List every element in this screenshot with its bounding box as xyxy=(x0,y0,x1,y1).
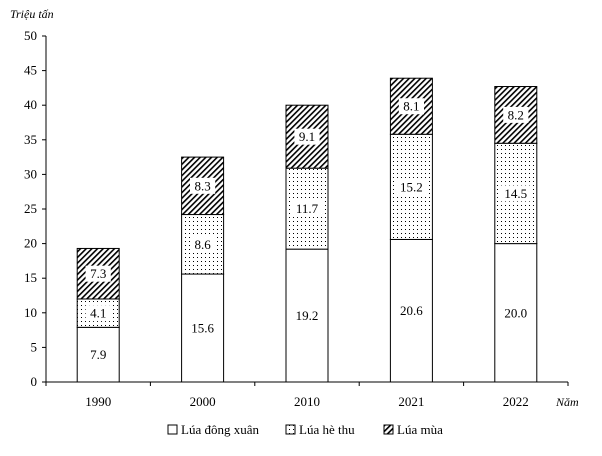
data-label: 8.1 xyxy=(403,99,419,114)
bar-segment xyxy=(494,243,538,383)
x-axis-label: Năm xyxy=(555,395,579,409)
x-tick-label: 2021 xyxy=(398,394,424,409)
x-tick-label: 2000 xyxy=(190,394,216,409)
data-label: 11.7 xyxy=(296,201,319,216)
data-label: 20.6 xyxy=(400,303,423,318)
data-label: 20.0 xyxy=(504,305,527,320)
legend-swatch xyxy=(285,424,296,435)
data-label-bg xyxy=(395,178,428,195)
x-tick-label: 1990 xyxy=(85,394,111,409)
y-tick-label: 40 xyxy=(24,97,37,112)
data-label: 15.2 xyxy=(400,179,423,194)
y-tick-label: 35 xyxy=(24,132,37,147)
data-label-bg xyxy=(291,200,323,217)
data-label: 9.1 xyxy=(299,129,315,144)
data-label: 7.3 xyxy=(90,266,106,281)
legend-label: Lúa mùa xyxy=(397,422,443,437)
y-tick-label: 0 xyxy=(31,374,38,389)
legend-label: Lúa hè thu xyxy=(299,422,355,437)
y-tick-label: 15 xyxy=(24,270,37,285)
y-axis-label: Triệu tấn xyxy=(10,7,54,21)
data-label: 15.6 xyxy=(191,321,214,336)
data-label: 19.2 xyxy=(296,308,319,323)
data-label: 7.9 xyxy=(90,347,106,362)
data-label-bg xyxy=(190,177,216,194)
bar-segment xyxy=(389,238,433,383)
data-label-bg xyxy=(398,98,424,115)
data-label: 8.2 xyxy=(508,107,524,122)
data-label: 8.3 xyxy=(194,178,210,193)
y-tick-label: 20 xyxy=(24,236,37,251)
data-label-bg xyxy=(85,265,111,282)
y-tick-label: 10 xyxy=(24,305,37,320)
x-tick-label: 2022 xyxy=(503,394,529,409)
y-tick-label: 30 xyxy=(24,166,37,181)
bar-segment xyxy=(285,104,329,169)
y-tick-label: 45 xyxy=(24,63,37,78)
data-label: 4.1 xyxy=(90,306,106,321)
data-label: 14.5 xyxy=(504,186,527,201)
y-tick-label: 50 xyxy=(24,28,37,43)
y-tick-label: 25 xyxy=(24,201,37,216)
data-label-bg xyxy=(294,128,320,145)
data-label: 8.6 xyxy=(194,237,211,252)
legend-swatch xyxy=(167,424,178,435)
legend-swatch xyxy=(383,424,394,435)
x-tick-label: 2010 xyxy=(294,394,320,409)
data-label-bg xyxy=(85,305,111,322)
data-label-bg xyxy=(500,185,532,202)
y-tick-label: 5 xyxy=(31,339,38,354)
bar-segment xyxy=(181,273,225,383)
data-label-bg xyxy=(190,236,216,253)
legend-label: Lúa đông xuân xyxy=(181,422,259,437)
bar-segment xyxy=(285,248,329,383)
data-label-bg xyxy=(503,106,529,123)
